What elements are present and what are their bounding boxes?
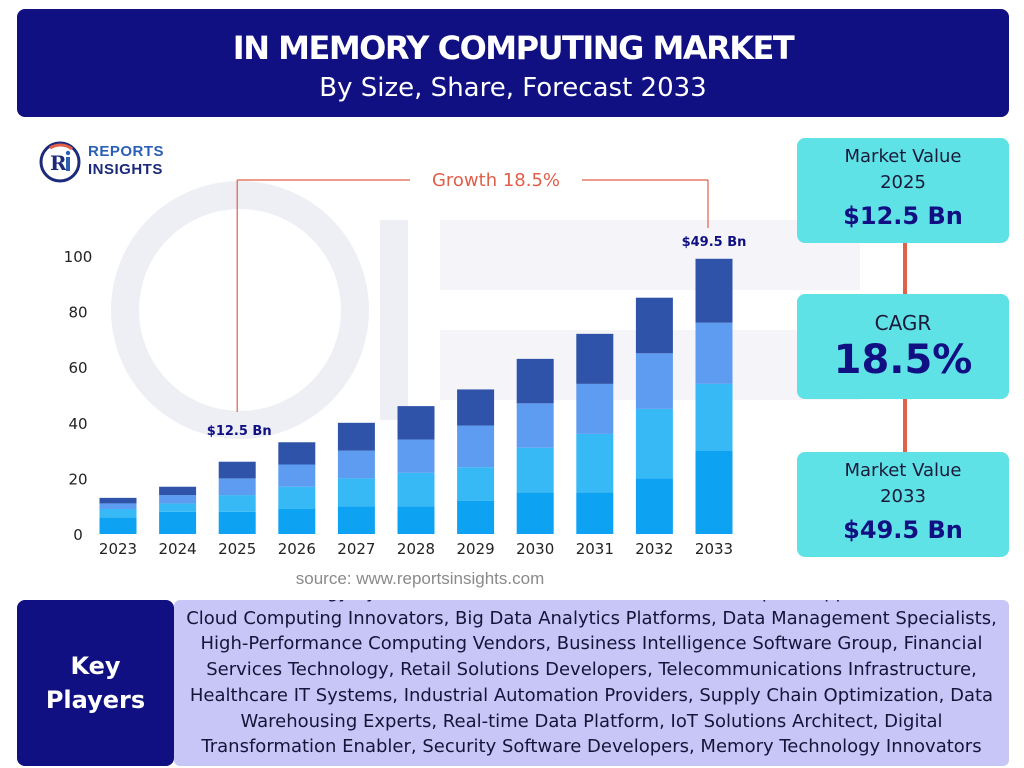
bar-segment-2026-3 [278, 464, 316, 487]
start-value-label: $12.5 Bn [207, 424, 272, 439]
logo-text-reports: REPORTS [88, 143, 165, 160]
x-tick-label: 2030 [516, 540, 554, 558]
bar-segment-2029-4 [457, 389, 495, 426]
key-players-label-line2: Players [45, 686, 146, 714]
bar-segment-2029-2 [457, 467, 495, 501]
x-tick-label: 2023 [99, 540, 137, 558]
market-value-2025-amount: $12.5 Bn [843, 202, 963, 230]
bar-segment-2033-3 [695, 322, 733, 384]
bar-segment-2030-3 [516, 403, 554, 448]
market-value-2025-card: Market Value 2025 $12.5 Bn [797, 138, 1009, 243]
end-value-label: $49.5 Bn [682, 235, 747, 250]
market-value-2025-year: 2025 [880, 172, 926, 193]
bar-segment-2028-3 [397, 439, 435, 473]
page-subtitle: By Size, Share, Forecast 2033 [319, 73, 707, 103]
bar-segment-2033-2 [695, 383, 733, 451]
bar-segment-2023-2 [99, 508, 137, 518]
bar-segment-2024-2 [159, 503, 197, 512]
bar-chart: 0 20 40 60 80 100 2023 2024 2025 2026 2027 2028 2029… [64, 170, 747, 558]
market-value-2033-amount: $49.5 Bn [843, 516, 963, 544]
y-tick-label: 100 [64, 248, 93, 266]
bar-segment-2026-2 [278, 486, 316, 509]
bar-segment-2027-1 [337, 506, 375, 534]
bar-segment-2030-4 [516, 358, 554, 404]
market-value-2033-card: Market Value 2033 $49.5 Bn [797, 452, 1009, 557]
bar-segment-2025-3 [218, 478, 256, 496]
cagr-label: CAGR [874, 311, 932, 335]
connector-line-bottom [903, 399, 907, 452]
bar-segment-2028-2 [397, 472, 435, 507]
x-tick-label: 2024 [159, 540, 197, 558]
title-banner: IN MEMORY COMPUTING MARKET By Size, Shar… [17, 9, 1009, 117]
bar-segment-2023-3 [99, 503, 137, 509]
x-tick-label: 2031 [576, 540, 614, 558]
bar-segment-2030-1 [516, 492, 554, 534]
y-tick-label: 40 [68, 415, 87, 433]
key-players-label-line1: Key [70, 652, 121, 680]
x-tick-label: 2033 [695, 540, 733, 558]
bar-segment-2024-3 [159, 495, 197, 504]
bar-segment-2032-1 [635, 478, 673, 534]
bar-segment-2026-4 [278, 442, 316, 465]
x-tick-label: 2029 [457, 540, 495, 558]
bar-segment-2033-4 [695, 258, 733, 323]
bar-segment-2030-2 [516, 447, 554, 493]
bar-segment-2029-3 [457, 425, 495, 468]
bar-segment-2028-4 [397, 406, 435, 440]
bar-segment-2025-1 [218, 511, 256, 534]
bar-segment-2023-4 [99, 497, 137, 504]
cagr-value: 18.5% [833, 337, 973, 383]
market-value-2033-year: 2033 [880, 486, 926, 507]
y-tick-label: 0 [73, 526, 83, 544]
reports-insights-logo: R REPORTS INSIGHTS [38, 140, 198, 184]
bar-segment-2028-1 [397, 506, 435, 534]
bar-segment-2027-4 [337, 422, 375, 451]
bar-segment-2023-1 [99, 517, 137, 534]
bar-segment-2025-4 [218, 461, 256, 479]
bar-segment-2031-3 [576, 383, 614, 434]
bar-segment-2027-2 [337, 478, 375, 507]
logo-text-insights: INSIGHTS [88, 161, 163, 178]
bar-segment-2024-1 [159, 511, 197, 534]
bar-segment-2031-1 [576, 492, 614, 534]
bar-segment-2032-2 [635, 408, 673, 479]
x-tick-label: 2026 [278, 540, 316, 558]
bar-segment-2024-4 [159, 486, 197, 496]
bar-segment-2025-2 [218, 495, 256, 512]
bar-segment-2029-1 [457, 500, 495, 534]
logo-mark-icon: R [39, 141, 81, 183]
y-tick-label: 20 [68, 470, 87, 488]
cagr-card: CAGR 18.5% [797, 294, 1009, 399]
source-note: source: www.reportsinsights.com [295, 569, 545, 588]
key-players-text: Global Technology Systems, Database Soft… [185, 600, 998, 758]
bar-segment-2027-3 [337, 450, 375, 479]
x-tick-label: 2028 [397, 540, 435, 558]
bar-segment-2026-1 [278, 508, 316, 534]
bar-segment-2032-4 [635, 297, 673, 354]
bar-segment-2033-1 [695, 450, 733, 534]
bar-segment-2031-4 [576, 333, 614, 384]
svg-text:R: R [50, 151, 67, 175]
x-tick-label: 2027 [337, 540, 375, 558]
connector-line-top [903, 243, 907, 294]
page-title: IN MEMORY COMPUTING MARKET [232, 29, 795, 67]
bar-segment-2032-3 [635, 353, 673, 409]
x-tick-label: 2032 [635, 540, 673, 558]
y-tick-label: 60 [68, 359, 87, 377]
x-tick-label: 2025 [218, 540, 256, 558]
key-players-label-box: Key Players [17, 600, 174, 766]
bar-segment-2031-2 [576, 433, 614, 493]
market-value-2033-label: Market Value [844, 460, 962, 481]
y-tick-label: 80 [68, 304, 87, 322]
growth-label: Growth 18.5% [432, 170, 560, 191]
market-value-2025-label: Market Value [844, 146, 962, 167]
key-players-list: Global Technology Systems, Database Soft… [174, 600, 1009, 766]
